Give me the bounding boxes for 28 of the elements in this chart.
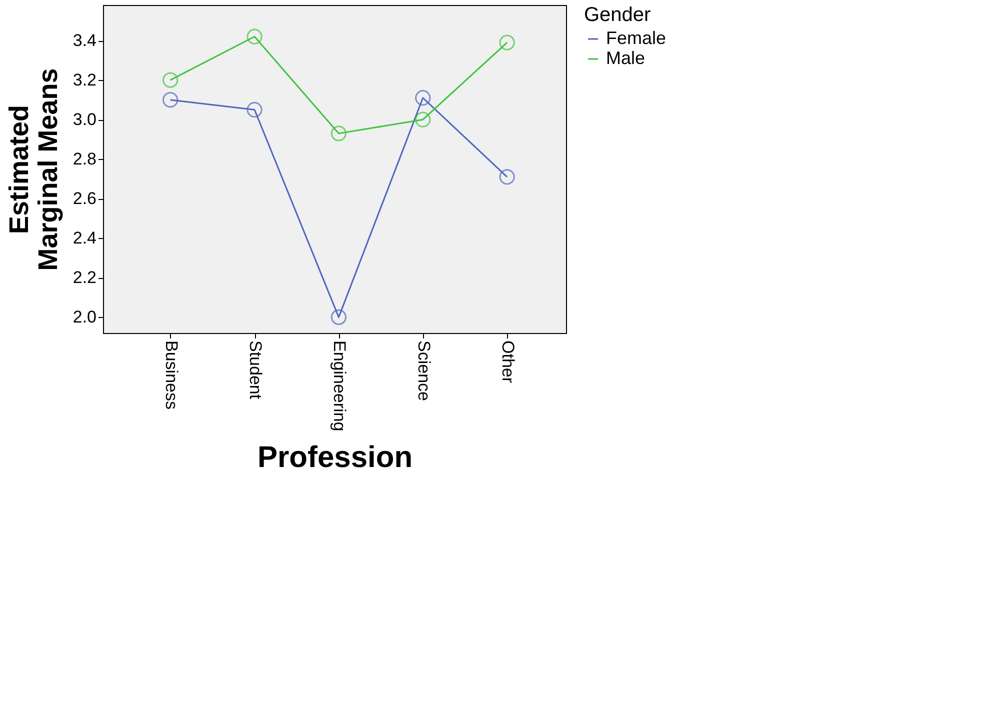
- y-axis-title: Estimated Marginal Means: [4, 68, 63, 271]
- legend-label: Male: [606, 48, 646, 68]
- y-tick-label: 3.0: [72, 110, 96, 130]
- x-axis-title: Profession: [257, 441, 413, 474]
- point: [162, 72, 178, 88]
- point: [499, 34, 515, 50]
- legend-title: Gender: [584, 4, 652, 26]
- point: [415, 90, 431, 106]
- point: [246, 102, 262, 118]
- point: [499, 169, 515, 185]
- y-tick-label: 2.0: [72, 308, 96, 327]
- x-tick-label: Science: [414, 340, 434, 401]
- y-tick-label: 3.4: [72, 31, 96, 50]
- y-tick-label: 2.8: [72, 150, 96, 169]
- x-tick-label: Other: [498, 340, 518, 384]
- point: [415, 112, 431, 128]
- legend-label: Female: [606, 28, 666, 48]
- y-tick-label: 2.2: [72, 268, 96, 288]
- y-tick-label: 2.6: [72, 189, 96, 208]
- point: [330, 126, 347, 142]
- point: [330, 309, 347, 325]
- y-tick-label: 3.2: [72, 70, 96, 90]
- point: [246, 28, 262, 44]
- y-tick-label: 2.4: [72, 228, 96, 248]
- point: [162, 92, 178, 108]
- x-tick-label: Business: [162, 340, 181, 410]
- x-tick-label: Engineering: [330, 340, 350, 432]
- x-tick-label: Student: [246, 340, 266, 400]
